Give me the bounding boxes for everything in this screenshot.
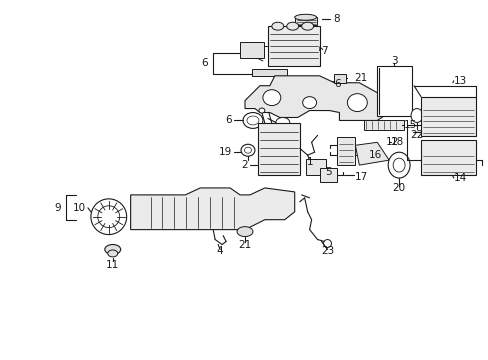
Ellipse shape — [286, 22, 298, 30]
Ellipse shape — [258, 108, 264, 113]
Ellipse shape — [104, 244, 121, 255]
Ellipse shape — [346, 94, 366, 112]
Text: 21: 21 — [354, 73, 367, 83]
Bar — [257, 123, 299, 175]
Text: 4: 4 — [216, 247, 223, 256]
Polygon shape — [244, 76, 388, 121]
Ellipse shape — [323, 239, 331, 247]
Ellipse shape — [246, 116, 258, 125]
Ellipse shape — [301, 22, 313, 30]
Text: 6: 6 — [334, 79, 341, 89]
Text: 14: 14 — [453, 173, 466, 183]
Text: 9: 9 — [54, 203, 61, 213]
Bar — [305, 159, 325, 175]
Bar — [364, 121, 403, 130]
Text: 3: 3 — [390, 56, 397, 66]
Text: 21: 21 — [238, 240, 251, 251]
Text: 2: 2 — [241, 160, 247, 170]
Ellipse shape — [243, 113, 263, 129]
Ellipse shape — [410, 109, 422, 122]
Ellipse shape — [91, 199, 126, 235]
Text: 11: 11 — [106, 260, 119, 270]
Bar — [289, 81, 344, 91]
Ellipse shape — [275, 117, 289, 127]
Ellipse shape — [244, 147, 251, 153]
Polygon shape — [130, 188, 294, 230]
Ellipse shape — [107, 250, 118, 257]
Text: 6: 6 — [201, 58, 208, 68]
Text: 17: 17 — [354, 172, 367, 182]
Ellipse shape — [237, 227, 252, 237]
Ellipse shape — [392, 158, 404, 172]
Ellipse shape — [271, 22, 283, 30]
Bar — [334, 74, 346, 83]
Text: 5: 5 — [325, 167, 331, 177]
Ellipse shape — [98, 206, 120, 228]
Text: 10: 10 — [73, 203, 86, 213]
Text: 6: 6 — [225, 116, 232, 126]
Text: 19: 19 — [218, 147, 232, 157]
Bar — [376, 66, 411, 116]
Bar — [294, 17, 316, 25]
Ellipse shape — [263, 90, 280, 105]
Bar — [267, 26, 319, 66]
Text: 22: 22 — [409, 130, 423, 140]
Bar — [319, 168, 337, 182]
Text: 8: 8 — [333, 14, 340, 24]
Text: 16: 16 — [368, 150, 382, 160]
Polygon shape — [355, 142, 388, 165]
Bar — [420, 140, 475, 175]
Bar — [240, 42, 264, 58]
Text: 7: 7 — [321, 46, 327, 56]
Bar — [251, 69, 286, 76]
Ellipse shape — [241, 144, 254, 156]
Bar — [337, 137, 355, 165]
Text: 20: 20 — [392, 183, 405, 193]
Text: 1: 1 — [305, 157, 312, 167]
Text: 12: 12 — [385, 137, 398, 147]
Bar — [420, 96, 475, 136]
Ellipse shape — [294, 14, 316, 20]
Text: 23: 23 — [320, 247, 333, 256]
Ellipse shape — [387, 152, 409, 178]
Text: 15: 15 — [403, 121, 416, 130]
Text: 18: 18 — [390, 137, 404, 147]
Ellipse shape — [302, 96, 316, 109]
Text: 13: 13 — [453, 76, 466, 86]
